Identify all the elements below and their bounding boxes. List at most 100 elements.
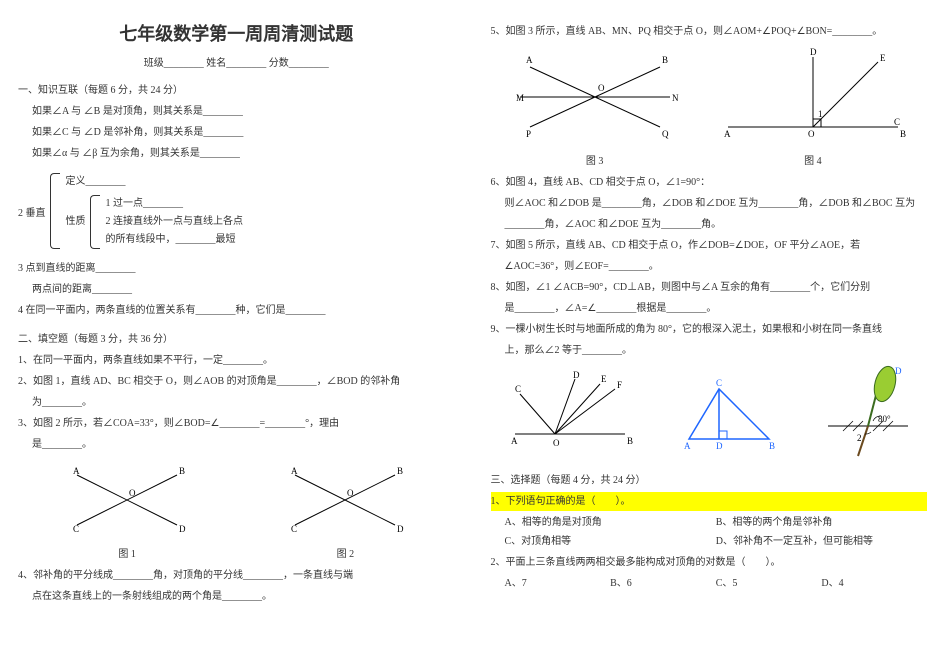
- svg-text:2: 2: [857, 433, 862, 443]
- q2-5: 5、如图 3 所示，直线 AB、MN、PQ 相交于点 O，则∠AOM+∠POQ+…: [491, 22, 928, 41]
- q3-2: 2、平面上三条直线两两相交最多能构成对顶角的对数是（ ）。: [491, 553, 928, 572]
- s1-3b: 两点间的距离________: [18, 280, 455, 299]
- svg-text:80°: 80°: [878, 414, 891, 424]
- q2-4b: 点在这条直线上的一条射线组成的两个角是________。: [18, 587, 455, 606]
- svg-text:O: O: [129, 488, 136, 498]
- svg-text:O: O: [808, 129, 815, 139]
- header-fields: 班级________ 姓名________ 分数________: [18, 54, 455, 69]
- svg-text:E: E: [601, 374, 607, 384]
- q3-2-c: C、5: [716, 574, 822, 593]
- svg-text:D: D: [895, 366, 902, 376]
- svg-text:B: B: [179, 466, 185, 476]
- svg-text:A: A: [684, 441, 691, 451]
- q2-1: 1、在同一平面内，两条直线如果不平行，一定________。: [18, 351, 455, 370]
- bracket-main-label: 2 垂直: [18, 173, 50, 249]
- svg-text:C: C: [515, 384, 521, 394]
- q2-9a: 9、一棵小树生长时与地面所成的角为 80°，它的根深入泥土，如果根和小树在同一条…: [491, 320, 928, 339]
- section-1-head: 一、知识互联（每题 6 分，共 24 分）: [18, 81, 455, 96]
- right-column: 5、如图 3 所示，直线 AB、MN、PQ 相交于点 O，则∠AOM+∠POQ+…: [473, 0, 945, 669]
- bracket-inner-brace: [90, 195, 100, 249]
- svg-text:D: D: [397, 524, 404, 534]
- fig2-caption: 图 2: [275, 545, 415, 560]
- q2-3b: 是________。: [18, 435, 455, 454]
- section-2-head: 二、填空题（每题 3 分，共 36 分）: [18, 330, 455, 345]
- s1-line-2: 如果∠C 与 ∠D 是邻补角，则其关系是________: [18, 123, 455, 142]
- svg-text:B: B: [900, 129, 906, 139]
- fig1-caption: 图 1: [57, 545, 197, 560]
- svg-text:P: P: [526, 129, 531, 139]
- svg-text:D: D: [573, 370, 580, 380]
- q2-6c: ________角，∠AOC 和∠DOE 互为________角。: [491, 215, 928, 234]
- q3-1-c: C、对顶角相等: [505, 532, 716, 551]
- svg-text:A: A: [526, 55, 533, 65]
- q2-9b: 上，那么∠2 等于________。: [491, 341, 928, 360]
- svg-text:B: B: [627, 436, 633, 446]
- svg-text:C: C: [716, 378, 722, 388]
- bracket-p1: 1 过一点________: [106, 195, 244, 213]
- svg-text:A: A: [511, 436, 518, 446]
- bracket-p2b: 的所有线段中，________最短: [106, 231, 244, 249]
- bracket-p2a: 2 连接直线外一点与直线上各点: [106, 213, 244, 231]
- svg-text:O: O: [347, 488, 354, 498]
- fig3-caption: 图 3: [510, 152, 680, 167]
- svg-text:E: E: [880, 53, 886, 63]
- q2-8b: 是________，∠A=∠________根据是________。: [491, 299, 928, 318]
- svg-text:1: 1: [818, 109, 823, 119]
- bracket-brace: [50, 173, 60, 249]
- q2-8a: 8、如图，∠1 ∠ACB=90°，CD⊥AB，则图中与∠A 互余的角有_____…: [491, 278, 928, 297]
- q2-6b: 则∠AOC 和∠DOB 是________角，∠DOB 和∠DOE 互为____…: [491, 194, 928, 213]
- svg-text:O: O: [553, 438, 560, 448]
- svg-text:A: A: [724, 129, 731, 139]
- svg-text:C: C: [291, 524, 297, 534]
- q2-3a: 3、如图 2 所示，若∠COA=33°，则∠BOD=∠________=____…: [18, 414, 455, 433]
- svg-text:D: D: [716, 441, 723, 451]
- svg-text:B: B: [769, 441, 775, 451]
- svg-text:D: D: [179, 524, 186, 534]
- figure-triangle: A D B C: [664, 374, 794, 454]
- figure-3: A B M N P Q O 图 3: [510, 47, 680, 167]
- q3-1-b: B、相等的两个角是邻补角: [716, 513, 927, 532]
- bracket-prop-label: 性质: [66, 195, 90, 249]
- figure-5: A B O D E F C: [505, 374, 635, 454]
- svg-text:C: C: [73, 524, 79, 534]
- svg-text:C: C: [894, 117, 900, 127]
- s1-4: 4 在同一平面内，两条直线的位置关系有________种，它们是________: [18, 301, 455, 320]
- svg-text:D: D: [810, 47, 817, 57]
- figure-row-3: A B O D E F C A D B C 80°: [491, 366, 928, 461]
- q3-1-d: D、邻补角不一定互补，但可能相等: [716, 532, 927, 551]
- svg-text:O: O: [598, 83, 605, 93]
- q3-2-b: B、6: [610, 574, 716, 593]
- bracket-content: 定义________ 性质 1 过一点________ 2 连接直线外一点与直线…: [60, 173, 244, 249]
- figure-4: A B O D E C 1 图 4: [718, 47, 908, 167]
- figure-2: A B C D O 图 2: [275, 460, 415, 560]
- q3-1-options: A、相等的角是对顶角 B、相等的两个角是邻补角 C、对顶角相等 D、邻补角不一定…: [491, 513, 928, 551]
- svg-text:B: B: [397, 466, 403, 476]
- s1-line-3: 如果∠α 与 ∠β 互为余角，则其关系是________: [18, 144, 455, 163]
- svg-text:B: B: [662, 55, 668, 65]
- q2-2b: 为________。: [18, 393, 455, 412]
- bracket-block: 2 垂直 定义________ 性质 1 过一点________ 2 连接直线外…: [18, 173, 455, 249]
- figure-row-2: A B M N P Q O 图 3 A B O D E C: [491, 47, 928, 167]
- q2-6a: 6、如图 4，直线 AB、CD 相交于点 O，∠1=90°：: [491, 173, 928, 192]
- q2-2a: 2、如图 1，直线 AD、BC 相交于 O，则∠AOB 的对顶角是_______…: [18, 372, 455, 391]
- svg-text:Q: Q: [662, 129, 669, 139]
- q3-2-a: A、7: [505, 574, 611, 593]
- figure-row-1: A B C D O 图 1 A B C D O 图 2: [18, 460, 455, 560]
- q3-1: 1、下列语句正确的是（ ）。: [491, 492, 928, 511]
- figure-plant: 80° 2 D: [823, 366, 913, 461]
- bracket-def: 定义________: [66, 173, 244, 191]
- figure-1: A B C D O 图 1: [57, 460, 197, 560]
- q3-1-a: A、相等的角是对顶角: [505, 513, 716, 532]
- svg-text:F: F: [617, 380, 622, 390]
- page-title: 七年级数学第一周周清测试题: [18, 20, 455, 46]
- svg-text:A: A: [291, 466, 298, 476]
- s1-3a: 3 点到直线的距离________: [18, 259, 455, 278]
- fig4-caption: 图 4: [718, 152, 908, 167]
- s1-line-1: 如果∠A 与 ∠B 是对顶角，则其关系是________: [18, 102, 455, 121]
- q2-7b: ∠AOC=36°，则∠EOF=________。: [491, 257, 928, 276]
- q2-4a: 4、邻补角的平分线成________角，对顶角的平分线________，一条直线…: [18, 566, 455, 585]
- svg-text:A: A: [73, 466, 80, 476]
- svg-text:N: N: [672, 93, 679, 103]
- q3-2-d: D、4: [821, 574, 927, 593]
- svg-text:M: M: [516, 93, 524, 103]
